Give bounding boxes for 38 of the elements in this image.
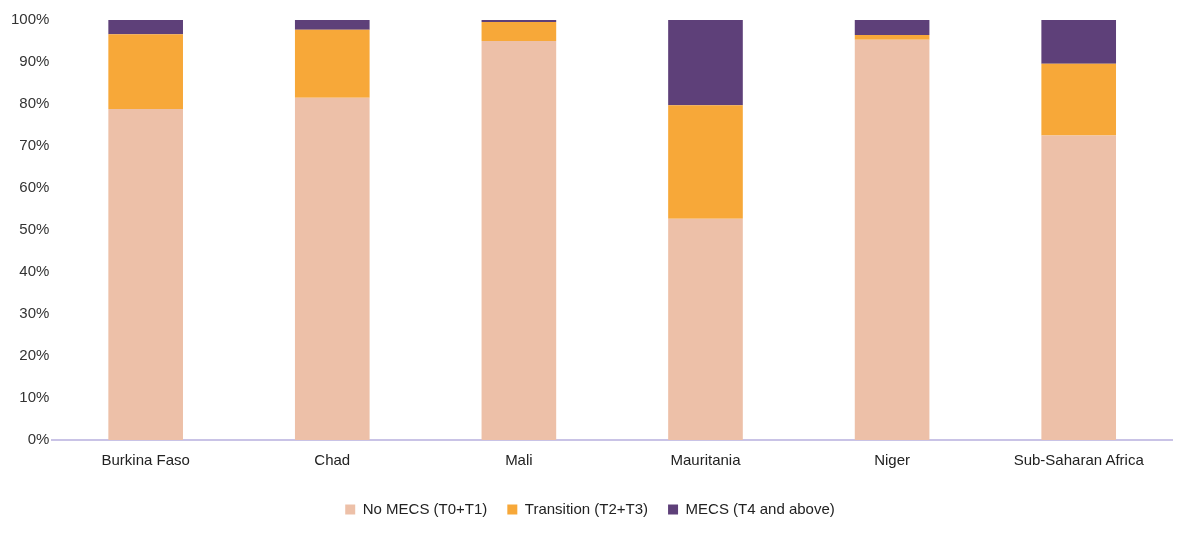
legend-label: Transition (T2+T3) [524,499,649,517]
x-tick-label: Mauritania [670,451,742,469]
bar [108,20,183,35]
bar [668,218,743,440]
y-tick-label: 100% [10,10,50,28]
bar [481,20,557,23]
y-tick-label: 80% [19,94,50,112]
bar [294,97,370,440]
bar [854,35,930,40]
bar [854,39,930,440]
y-tick-label: 40% [19,262,50,280]
y-tick-label: 60% [19,178,50,196]
x-tick-label: Chad [314,451,351,469]
bar [294,29,370,98]
y-tick-label: 30% [19,304,50,322]
bar [108,109,183,440]
y-tick-label: 10% [19,388,50,406]
x-tick-label: Mali [505,451,533,469]
bar [108,34,183,110]
bar [1041,20,1117,64]
y-tick-label: 20% [19,346,50,364]
bar [1041,63,1117,136]
x-tick-label: Sub-Saharan Africa [1013,451,1145,469]
bar [854,20,930,36]
x-tick-label: Burkina Faso [101,451,190,469]
bar [294,20,370,30]
y-tick-label: 70% [19,136,50,154]
legend-label: MECS (T4 and above) [685,499,835,517]
y-tick-label: 50% [19,220,50,238]
bar [1041,135,1117,440]
bar [668,105,743,219]
bar [481,41,557,440]
bar [481,22,557,41]
y-tick-label: 90% [19,52,50,70]
legend-label: No MECS (T0+T1) [362,499,488,517]
y-tick-label: 0% [27,430,50,448]
x-tick-label: Niger [874,451,911,469]
bar [668,20,743,106]
